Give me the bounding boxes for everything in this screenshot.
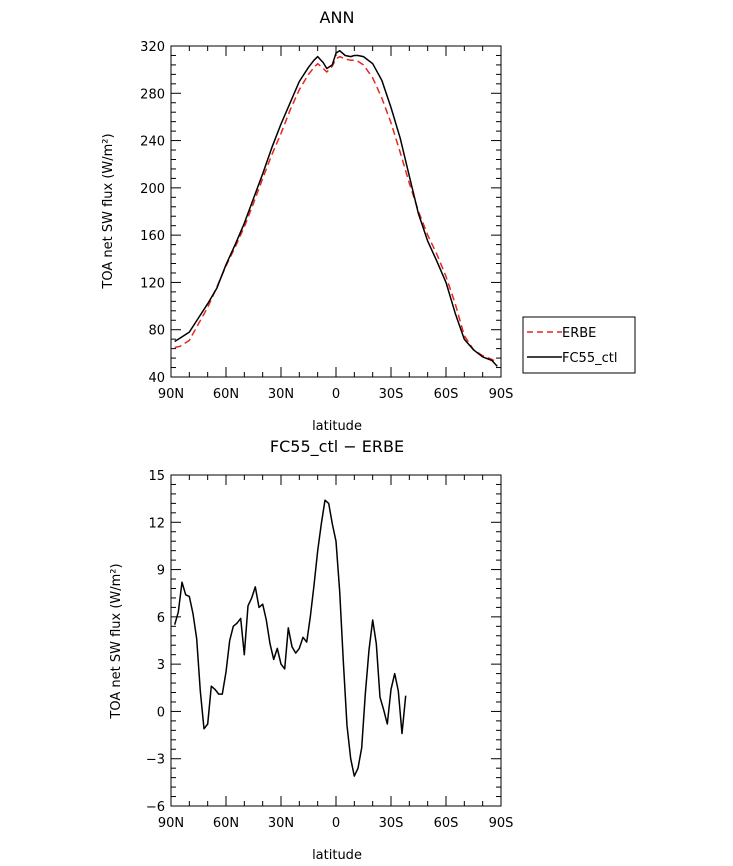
x-tick-label: 30S bbox=[379, 816, 404, 831]
y-tick-label: 280 bbox=[140, 87, 165, 102]
y-axis-label-text: TOA net SW flux (W/m²) bbox=[109, 563, 124, 719]
x-tick-label: 90S bbox=[489, 387, 514, 402]
x-tick-label: 90S bbox=[489, 816, 514, 831]
plot-frame bbox=[170, 474, 502, 807]
x-tick-label: 30N bbox=[268, 387, 294, 402]
series-line-fc55-ctl bbox=[174, 49, 498, 367]
x-axis-label: latitude bbox=[312, 848, 362, 863]
y-axis-label: TOA net SW flux (W/m²) bbox=[101, 133, 116, 289]
x-tick-label: 60S bbox=[434, 816, 459, 831]
legend-label-fc55: FC55_ctl bbox=[562, 351, 617, 366]
y-tick-label: 160 bbox=[140, 229, 165, 244]
plot-area: 90N 60N 30N 0 30S 60S 90S 40 80 120 160 200 240 280 32… bbox=[140, 40, 513, 402]
series-line-erbe bbox=[174, 55, 498, 364]
x-tick-label: 90N bbox=[158, 387, 184, 402]
y-tick-label: 240 bbox=[140, 135, 165, 150]
x-tick-label: 0 bbox=[332, 816, 340, 831]
y-tick-label: 15 bbox=[148, 469, 165, 484]
plot-frame bbox=[170, 45, 502, 378]
chart-title: ANN bbox=[320, 8, 355, 27]
y-tick-label: −6 bbox=[146, 800, 165, 815]
y-tick-label: 120 bbox=[140, 276, 165, 291]
legend: ERBE FC55_ctl bbox=[522, 316, 636, 374]
x-axis-label: latitude bbox=[312, 419, 362, 434]
x-tick-label: 60S bbox=[434, 387, 459, 402]
x-tick-label: 30S bbox=[379, 387, 404, 402]
y-tick-label: −3 bbox=[146, 753, 165, 768]
y-tick-label: 80 bbox=[148, 324, 165, 339]
y-tick-label: 0 bbox=[157, 705, 165, 720]
x-tick-label: 30N bbox=[268, 816, 294, 831]
y-axis-label: TOA net SW flux (W/m²) bbox=[109, 563, 124, 719]
y-tick-label: 12 bbox=[148, 516, 165, 531]
legend-label-erbe: ERBE bbox=[562, 326, 596, 341]
y-tick-label: 3 bbox=[157, 658, 165, 673]
legend-box bbox=[522, 316, 636, 374]
y-tick-label: 40 bbox=[148, 371, 165, 386]
y-tick-label: 6 bbox=[157, 611, 165, 626]
y-tick-label: 320 bbox=[140, 40, 165, 55]
y-axis-label-text: TOA net SW flux (W/m²) bbox=[101, 133, 116, 289]
x-tick-label: 90N bbox=[158, 816, 184, 831]
top-panel: ANN TOA net SW flux (W/m²) latitude 90N 6… bbox=[101, 8, 636, 434]
y-tick-label: 9 bbox=[157, 564, 165, 579]
plot-area: 90N 60N 30N 0 30S 60S 90S −6 −3 0 3 6 9 12 15 bbox=[146, 469, 514, 831]
chart-title: FC55_ctl − ERBE bbox=[270, 437, 404, 457]
x-tick-label: 0 bbox=[332, 387, 340, 402]
bottom-panel: FC55_ctl − ERBE TOA net SW flux (W/m²) l… bbox=[109, 437, 513, 863]
y-tick-label: 200 bbox=[140, 182, 165, 197]
x-tick-label: 60N bbox=[213, 816, 239, 831]
x-tick-label: 60N bbox=[213, 387, 239, 402]
series-line-difference-0 bbox=[173, 499, 407, 777]
